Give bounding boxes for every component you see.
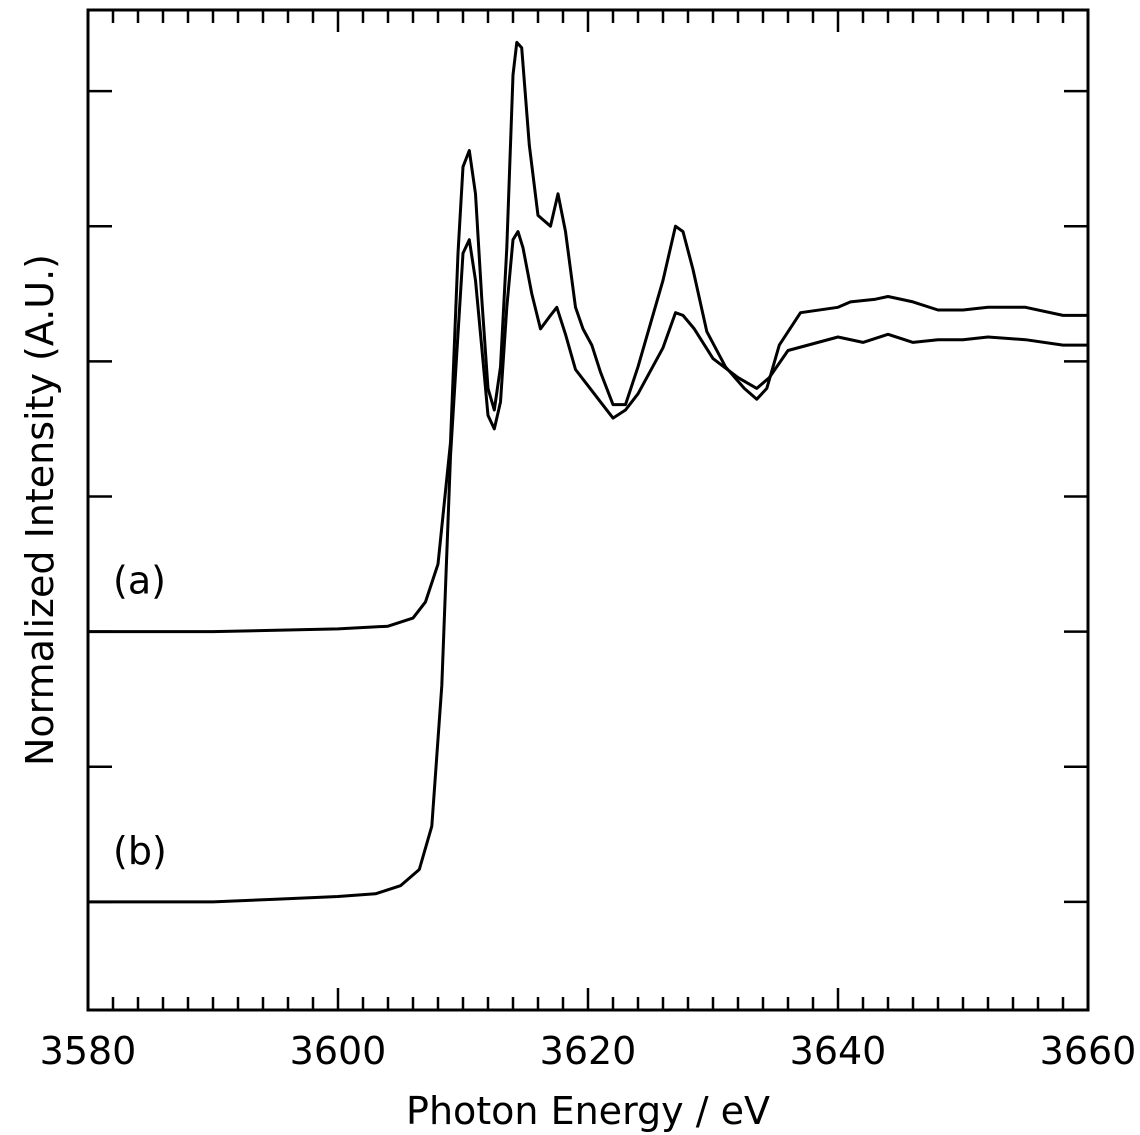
- x-tick-label: 3580: [40, 1029, 137, 1073]
- plot-frame: [86, 8, 1090, 1012]
- x-tick-label: 3620: [540, 1029, 637, 1073]
- series-label-b: (b): [113, 829, 167, 873]
- axis-ticks: [86, 10, 1090, 1010]
- spectrum-traces: [88, 40, 1088, 904]
- series-labels: (a) (b): [113, 559, 167, 873]
- x-tick-label: 3660: [1040, 1029, 1137, 1073]
- series-line-a: [88, 40, 1088, 634]
- x-tick-label: 3600: [290, 1029, 387, 1073]
- y-axis-label: Normalized Intensity (A.U.): [18, 254, 62, 766]
- series-label-a: (a): [113, 559, 166, 603]
- x-tick-label: 3640: [790, 1029, 887, 1073]
- tick-labels: 3580 3600 3620 3640 3660: [40, 1029, 1137, 1073]
- x-axis-label: Photon Energy / eV: [406, 1089, 770, 1133]
- series-line-b: [88, 230, 1088, 904]
